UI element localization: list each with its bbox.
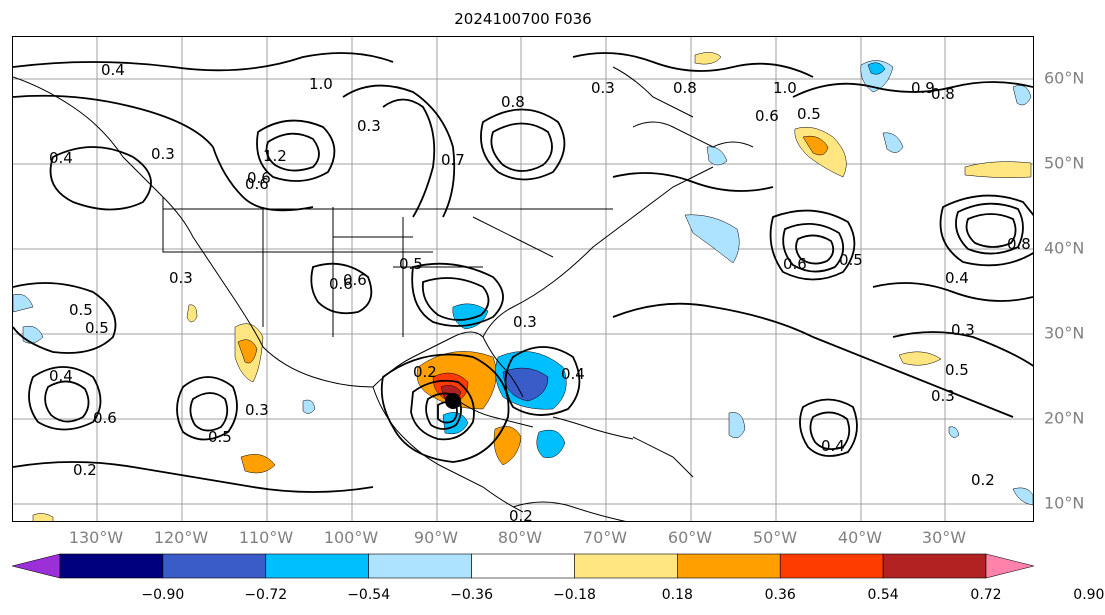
contour-label: 0.3 bbox=[591, 79, 615, 97]
map-title: 2024100700 F036 bbox=[454, 10, 592, 28]
contour-label: 0.3 bbox=[169, 269, 193, 287]
lon-label: 40°W bbox=[837, 528, 883, 547]
contour-label: 0.4 bbox=[49, 149, 73, 167]
contour-label: 1.2 bbox=[263, 147, 287, 165]
contour-label: 0.8 bbox=[501, 93, 525, 111]
contour-label: 0.8 bbox=[1007, 235, 1031, 253]
contour-label: 0.5 bbox=[208, 428, 232, 446]
contour-label: 0.5 bbox=[839, 251, 863, 269]
colorbar-segment bbox=[985, 553, 1035, 579]
contour-label: 0.5 bbox=[399, 255, 423, 273]
colorbar-segment bbox=[677, 553, 781, 579]
lon-label: 30°W bbox=[921, 528, 967, 547]
colorbar-tick-label: 0.54 bbox=[867, 587, 899, 603]
colorbar-tick-label: 0.72 bbox=[970, 587, 1002, 603]
contour-label: 0.5 bbox=[69, 301, 93, 319]
contour-label: 0.8 bbox=[931, 85, 955, 103]
lat-label: 10°N bbox=[1044, 493, 1085, 513]
contour-label: 0.2 bbox=[971, 471, 995, 489]
contour-label: 0.6 bbox=[247, 169, 271, 187]
colorbar-segment bbox=[59, 553, 164, 579]
contour-label: 0.3 bbox=[951, 321, 975, 339]
colorbar-tick-label: 0.18 bbox=[661, 587, 693, 603]
contour-label: 0.2 bbox=[413, 363, 437, 381]
colorbar-tick-label: −0.54 bbox=[347, 587, 391, 603]
contour-label: 0.2 bbox=[509, 507, 533, 522]
colorbar-segment bbox=[162, 553, 267, 579]
colorbar-tick-label: −0.72 bbox=[244, 587, 288, 603]
contour-label: 0.4 bbox=[945, 269, 969, 287]
colorbar-segment bbox=[882, 553, 987, 579]
lon-label: 110°W bbox=[238, 528, 294, 547]
contour-label: 0.4 bbox=[821, 437, 845, 455]
map-svg: 0.4 1.0 0.8 0.3 0.2 0.5 0.6 1.2 0.7 0.8 … bbox=[13, 37, 1033, 522]
contour-label: 0.6 bbox=[783, 255, 807, 273]
lat-label: 50°N bbox=[1044, 153, 1085, 173]
lon-label: 80°W bbox=[497, 528, 543, 547]
lon-label: 50°W bbox=[752, 528, 798, 547]
lon-label: 60°W bbox=[667, 528, 713, 547]
lon-label: 120°W bbox=[153, 528, 209, 547]
contour-label: 1.0 bbox=[773, 79, 797, 97]
contour-label: 0.3 bbox=[513, 313, 537, 331]
lat-label: 60°N bbox=[1044, 68, 1085, 88]
contour-label: 0.4 bbox=[561, 365, 585, 383]
coastlines bbox=[13, 66, 754, 521]
contour-label: 0.8 bbox=[673, 79, 697, 97]
contour-label: 0.5 bbox=[85, 319, 109, 337]
contour-label: 0.4 bbox=[101, 61, 125, 79]
colorbar-tick-label: −0.36 bbox=[450, 587, 493, 603]
lon-label: 130°W bbox=[68, 528, 124, 547]
contour-label: 0.3 bbox=[151, 145, 175, 163]
contour-lines bbox=[13, 52, 1033, 493]
contour-label: 0.6 bbox=[329, 275, 353, 293]
map-panel: 0.4 1.0 0.8 0.3 0.2 0.5 0.6 1.2 0.7 0.8 … bbox=[12, 36, 1034, 522]
colorbar-segment bbox=[368, 553, 472, 579]
colorbar-tick-label: 0.36 bbox=[764, 587, 796, 603]
contour-label: 0.6 bbox=[93, 409, 117, 427]
storm-center-marker bbox=[445, 393, 461, 409]
contour-label: 0.4 bbox=[49, 367, 73, 385]
lon-label: 70°W bbox=[582, 528, 628, 547]
lon-label: 90°W bbox=[413, 528, 459, 547]
colorbar-tick-label: −0.90 bbox=[141, 587, 185, 603]
colorbar-segment bbox=[265, 553, 369, 579]
contour-label: 0.6 bbox=[755, 107, 779, 125]
contour-label: 1.0 bbox=[309, 75, 333, 93]
contour-label: 0.3 bbox=[245, 401, 269, 419]
contour-label: 0.2 bbox=[73, 461, 97, 479]
colorbar-svg bbox=[11, 553, 1035, 579]
contour-label: 0.6 bbox=[245, 175, 269, 193]
contour-label: 0.7 bbox=[441, 151, 465, 169]
contour-label: 0.5 bbox=[945, 361, 969, 379]
colorbar-segment bbox=[779, 553, 884, 579]
colorbar bbox=[11, 552, 1036, 584]
colorbar-segment bbox=[471, 553, 575, 579]
colorbar-segment bbox=[574, 553, 678, 579]
colorbar-tick-label: 0.90 bbox=[1073, 587, 1105, 603]
lat-label: 20°N bbox=[1044, 408, 1085, 428]
lon-label: 100°W bbox=[323, 528, 379, 547]
contour-label-group: 0.4 1.0 0.8 0.3 0.2 0.5 0.6 1.2 0.7 0.8 … bbox=[49, 61, 1031, 522]
lat-label: 40°N bbox=[1044, 238, 1085, 258]
colorbar-tick-label: −0.18 bbox=[552, 587, 596, 603]
lat-label: 30°N bbox=[1044, 323, 1085, 343]
colorbar-segment bbox=[11, 553, 61, 579]
contour-label: 0.9 bbox=[911, 79, 935, 97]
contour-label: 0.3 bbox=[357, 117, 381, 135]
contour-label: 0.5 bbox=[797, 105, 821, 123]
contour-label: 0.3 bbox=[931, 387, 955, 405]
contour-label: 0.6 bbox=[343, 271, 367, 289]
